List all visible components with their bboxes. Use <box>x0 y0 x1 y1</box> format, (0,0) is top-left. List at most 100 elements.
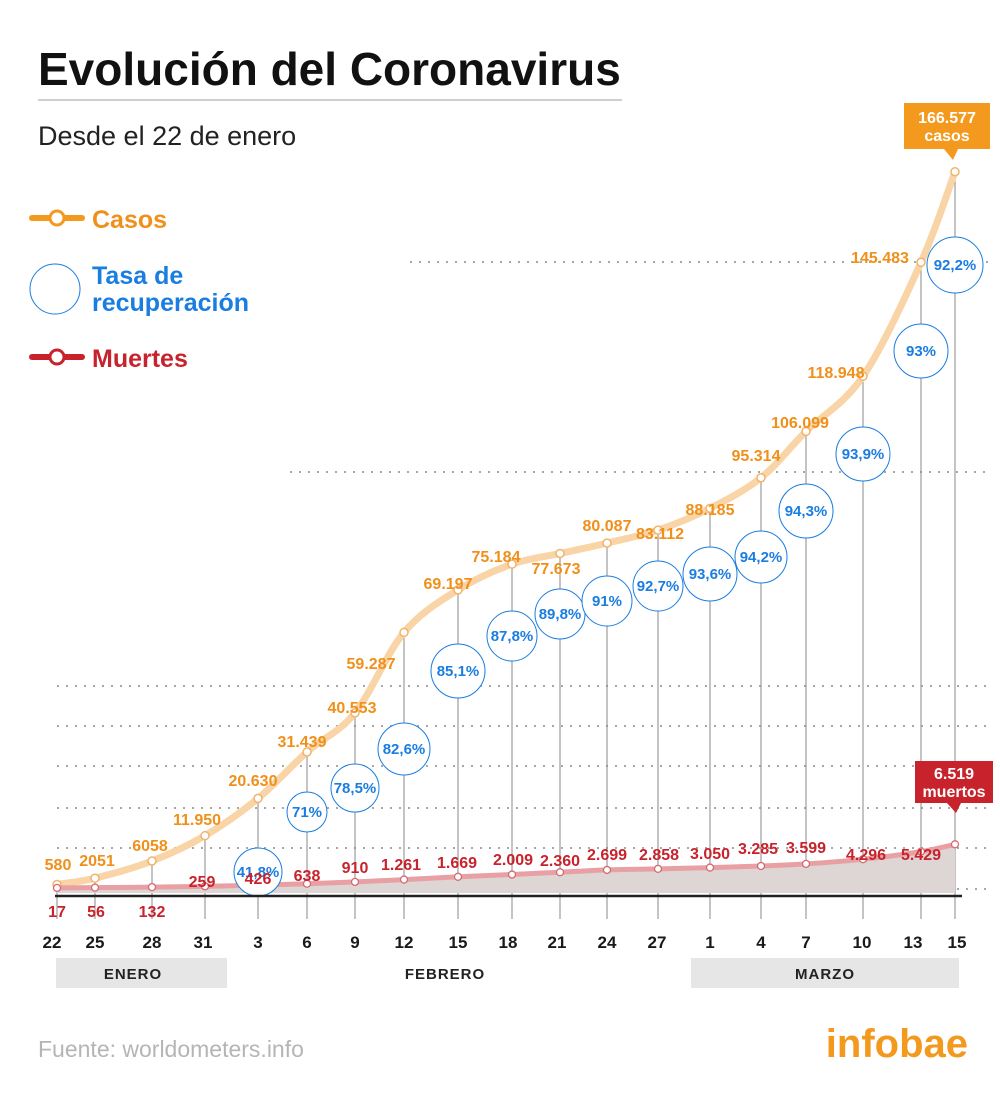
recovery-label: 82,6% <box>383 741 426 758</box>
x-tick-label: 13 <box>904 933 923 952</box>
cases-label: 580 <box>45 857 72 874</box>
cases-line <box>53 168 959 889</box>
recovery-bubble <box>534 588 586 640</box>
legend-recovery-label-1: Tasa de <box>92 262 183 290</box>
recovery-bubble <box>632 560 684 612</box>
deaths-label: 132 <box>139 904 166 921</box>
cases-point <box>653 525 663 535</box>
cases-label: 11.950 <box>173 812 221 829</box>
cases-point <box>507 559 517 569</box>
cases-point <box>602 538 612 548</box>
grid <box>57 261 990 890</box>
deaths-point <box>705 863 715 872</box>
vertical-guides <box>56 171 956 919</box>
recovery-label: 93,9% <box>842 446 885 463</box>
x-axis-ticks: 22 25 28 31 3 6 9 12 15 18 21 24 27 1 4 7 10 13 15 <box>43 933 967 952</box>
recovery-bubble <box>430 643 486 699</box>
cases-label: 75.184 <box>472 549 521 566</box>
x-tick-label: 15 <box>948 933 967 952</box>
cases-point <box>200 830 210 841</box>
recovery-bubble <box>778 483 834 539</box>
deaths-point <box>858 855 868 864</box>
recovery-label: 89,8% <box>539 606 582 623</box>
x-tick-label: 12 <box>395 933 414 952</box>
recovery-label: 94,3% <box>785 503 828 520</box>
cases-label: 88.185 <box>686 502 735 519</box>
recovery-bubble <box>682 546 738 602</box>
cases-label: 95.314 <box>732 448 781 465</box>
deaths-callout-value: 6.519 <box>934 766 974 783</box>
recovery-bubble <box>377 722 431 776</box>
recovery-label: 71% <box>292 804 322 821</box>
deaths-point <box>52 883 62 893</box>
deaths-label: 3.050 <box>690 846 730 863</box>
x-tick-label: 4 <box>756 933 766 952</box>
x-tick-label: 27 <box>648 933 667 952</box>
deaths-point <box>801 859 811 869</box>
recovery-bubble <box>486 610 538 662</box>
cases-label: 69.197 <box>424 576 473 593</box>
cases-label: 80.087 <box>583 518 632 535</box>
deaths-point <box>756 861 766 871</box>
recovery-label: 41,8% <box>237 864 280 881</box>
recovery-label: 85,1% <box>437 663 480 680</box>
month-label-enero: ENERO <box>104 966 162 983</box>
legend-recovery-icon <box>29 263 81 315</box>
recovery-bubble <box>734 530 788 584</box>
month-band-enero <box>56 958 227 988</box>
x-tick-label: 9 <box>350 933 359 952</box>
recovery-label: 87,8% <box>491 628 534 645</box>
cases-point <box>756 472 766 483</box>
x-tick-label: 7 <box>801 933 810 952</box>
deaths-label: 2.699 <box>587 847 627 864</box>
deaths-label: 2.858 <box>639 847 679 864</box>
x-tick-label: 15 <box>449 933 468 952</box>
deaths-area-fill <box>57 844 955 893</box>
deaths-point <box>399 875 409 884</box>
legend-cases-label: Casos <box>92 206 167 234</box>
month-label-febrero: FEBRERO <box>405 966 485 983</box>
deaths-area <box>57 844 955 893</box>
deaths-label: 17 <box>48 904 66 921</box>
cases-point <box>555 548 565 559</box>
cases-label: 83.112 <box>636 526 684 543</box>
cases-point <box>950 166 960 177</box>
page-title: Evolución del Coronavirus <box>38 43 621 95</box>
recovery-label: 91% <box>592 593 622 610</box>
recovery-label: 94,2% <box>740 549 783 566</box>
deaths-callout-unit: muertos <box>922 784 985 801</box>
cases-point <box>399 627 409 638</box>
month-label-marzo: MARZO <box>795 966 855 983</box>
month-band-marzo <box>691 958 959 988</box>
cases-point <box>253 793 263 804</box>
x-tick-label: 3 <box>253 933 262 952</box>
recovery-label: 92,2% <box>934 257 977 274</box>
deaths-label: 2.360 <box>540 853 580 870</box>
cases-label: 118.948 <box>808 365 865 382</box>
deaths-point <box>350 877 360 887</box>
cases-label: 20.630 <box>229 773 278 790</box>
legend-deaths-label: Muertes <box>92 345 188 373</box>
cases-point <box>147 856 157 866</box>
recovery-label: 78,5% <box>334 780 377 797</box>
cases-point <box>453 585 463 595</box>
deaths-label: 5.429 <box>901 847 941 864</box>
data-points <box>52 166 960 893</box>
deaths-label: 3.599 <box>786 840 826 857</box>
cases-label: 40.553 <box>328 700 377 717</box>
x-tick-label: 31 <box>194 933 213 952</box>
deaths-point <box>602 865 612 875</box>
deaths-label: 638 <box>294 868 321 885</box>
cases-callout-unit: casos <box>924 128 969 145</box>
x-tick-label: 24 <box>598 933 617 952</box>
cases-callout-value: 166.577 <box>918 110 976 127</box>
x-tick-label: 28 <box>143 933 162 952</box>
x-tick-label: 22 <box>43 933 62 952</box>
recovery-label: 93% <box>906 343 936 360</box>
deaths-point <box>950 840 960 849</box>
deaths-label: 426 <box>245 871 272 888</box>
x-tick-label: 10 <box>853 933 872 952</box>
deaths-label: 1.261 <box>381 857 421 874</box>
